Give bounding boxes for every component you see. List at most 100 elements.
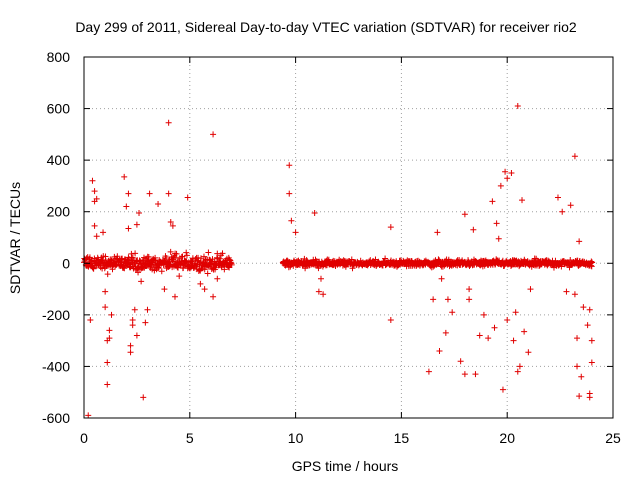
- data-point: [197, 280, 204, 287]
- data-point: [193, 263, 200, 270]
- data-point: [204, 270, 211, 277]
- data-point: [457, 358, 464, 365]
- data-point: [102, 288, 109, 295]
- data-point: [508, 170, 515, 177]
- data-point: [444, 296, 451, 303]
- data-point: [214, 275, 221, 282]
- data-point: [183, 252, 190, 259]
- data-point: [140, 394, 147, 401]
- data-point: [563, 288, 570, 295]
- data-point: [104, 359, 111, 366]
- data-point: [493, 220, 500, 227]
- y-tick-label: 800: [47, 49, 71, 65]
- data-point: [584, 322, 591, 329]
- data-point: [574, 335, 581, 342]
- data-point: [320, 291, 327, 298]
- data-point: [184, 194, 191, 201]
- x-axis-label: GPS time / hours: [292, 458, 399, 474]
- data-point: [466, 296, 473, 303]
- data-point: [172, 254, 179, 261]
- y-axis-label: SDTVAR / TECUs: [7, 182, 23, 294]
- data-point: [91, 188, 98, 195]
- data-point: [525, 349, 532, 356]
- data-point: [133, 332, 140, 339]
- data-point: [292, 229, 299, 236]
- data-point: [91, 222, 98, 229]
- data-point: [499, 386, 506, 393]
- data-point: [489, 198, 496, 205]
- data-point: [228, 261, 235, 268]
- data-point: [476, 332, 483, 339]
- data-point: [571, 153, 578, 160]
- data-point: [588, 337, 595, 344]
- x-tick-label: 25: [605, 430, 621, 446]
- data-point: [311, 210, 318, 217]
- data-point: [480, 311, 487, 318]
- data-point: [197, 267, 204, 274]
- data-point: [108, 311, 115, 318]
- data-point: [123, 203, 130, 210]
- data-point: [100, 229, 107, 236]
- data-point: [554, 194, 561, 201]
- data-point: [104, 381, 111, 388]
- y-tick-label: -200: [42, 307, 70, 323]
- data-point: [434, 229, 441, 236]
- data-point: [131, 306, 138, 313]
- data-point: [461, 211, 468, 218]
- chart-title: Day 299 of 2011, Sidereal Day-to-day VTE…: [75, 19, 577, 35]
- data-points: [81, 102, 596, 419]
- data-point: [104, 271, 111, 278]
- data-point: [133, 221, 140, 228]
- data-point: [438, 275, 445, 282]
- data-point: [176, 273, 183, 280]
- data-point: [132, 250, 139, 257]
- y-tick-label: 600: [47, 101, 71, 117]
- data-point: [167, 219, 174, 226]
- data-point: [93, 195, 100, 202]
- data-point: [225, 263, 232, 270]
- data-point: [173, 250, 180, 257]
- data-point: [171, 293, 178, 300]
- data-point: [470, 226, 477, 233]
- data-point: [129, 322, 136, 329]
- data-point: [516, 363, 523, 370]
- y-tick-label: 200: [47, 204, 71, 220]
- data-point: [315, 288, 322, 295]
- data-point: [90, 265, 97, 272]
- data-point: [121, 173, 128, 180]
- data-point: [567, 202, 574, 209]
- data-point: [226, 264, 233, 271]
- x-tick-label: 0: [80, 430, 88, 446]
- data-point: [425, 368, 432, 375]
- x-tick-label: 15: [394, 430, 410, 446]
- data-point: [485, 335, 492, 342]
- y-tick-label: 400: [47, 152, 71, 168]
- data-point: [129, 254, 136, 261]
- data-point: [442, 329, 449, 336]
- axis-ticks: [83, 56, 614, 419]
- data-point: [495, 235, 502, 242]
- data-point: [430, 296, 437, 303]
- data-point: [589, 259, 596, 266]
- data-point: [286, 162, 293, 169]
- data-point: [155, 200, 162, 207]
- data-point: [571, 291, 578, 298]
- data-point: [125, 225, 132, 232]
- data-point: [521, 328, 528, 335]
- data-point: [510, 337, 517, 344]
- data-point: [491, 324, 498, 331]
- data-point: [86, 254, 93, 261]
- data-point: [136, 210, 143, 217]
- data-point: [127, 342, 134, 349]
- data-point: [169, 222, 176, 229]
- data-point: [576, 393, 583, 400]
- data-point: [303, 257, 310, 264]
- data-point: [158, 268, 165, 275]
- data-point: [574, 363, 581, 370]
- data-point: [165, 119, 172, 126]
- data-point: [382, 255, 389, 262]
- data-point: [576, 238, 583, 245]
- data-point: [588, 359, 595, 366]
- data-point: [436, 347, 443, 354]
